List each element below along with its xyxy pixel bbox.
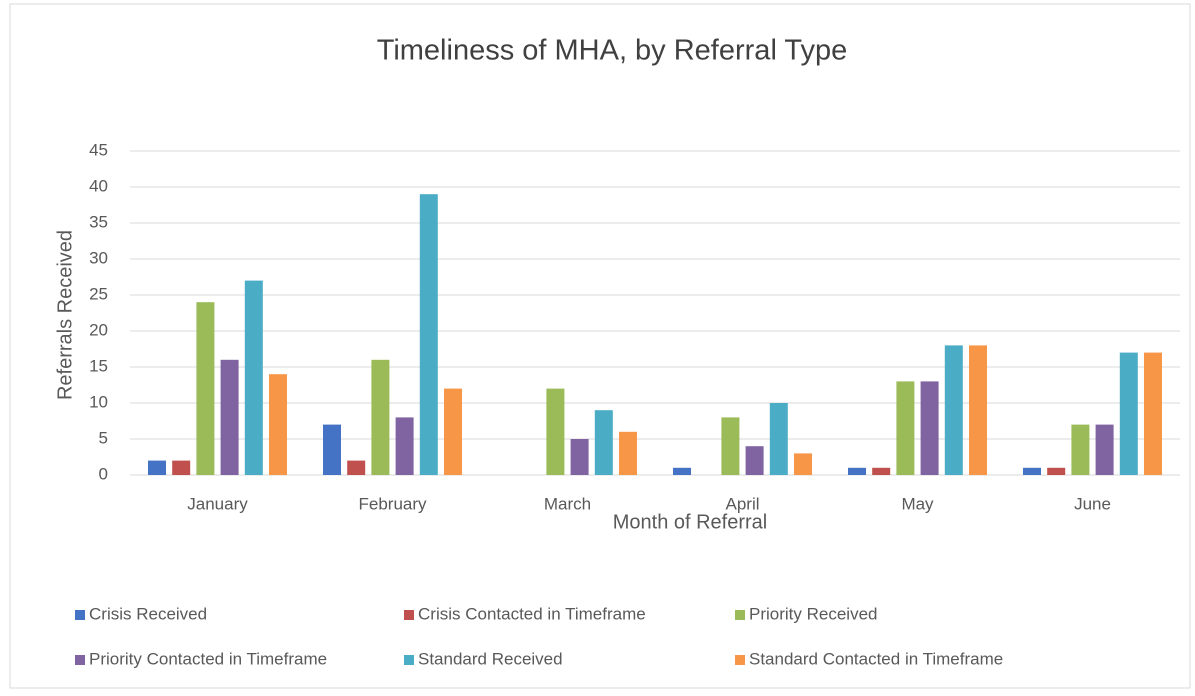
bar	[269, 374, 287, 475]
bar	[347, 460, 366, 475]
legend-swatch	[404, 610, 414, 620]
bar	[395, 417, 414, 475]
legend-label: Standard Received	[418, 649, 563, 668]
bar	[794, 453, 812, 475]
legend-label: Crisis Received	[89, 604, 207, 623]
bar	[769, 403, 788, 475]
bar	[570, 439, 589, 475]
bar	[920, 381, 939, 475]
x-tick-label: May	[901, 494, 934, 513]
x-tick-label: January	[187, 494, 248, 513]
y-tick-label: 15	[89, 356, 108, 375]
bar	[969, 345, 987, 475]
bar	[323, 424, 341, 475]
bar	[896, 381, 915, 475]
y-tick-label: 30	[89, 248, 108, 267]
bar	[1071, 424, 1090, 475]
x-tick-label: April	[725, 494, 759, 513]
y-tick-label: 40	[89, 176, 108, 195]
x-tick-label: March	[544, 494, 591, 513]
y-tick-label: 20	[89, 320, 108, 339]
bar	[244, 280, 263, 475]
bar	[1144, 352, 1162, 475]
x-axis-title: Month of Referral	[613, 511, 768, 533]
bar	[848, 467, 866, 475]
legend-swatch	[735, 610, 745, 620]
bar	[673, 467, 691, 475]
bar	[1047, 467, 1066, 475]
y-tick-label: 45	[89, 140, 108, 159]
bar	[220, 359, 239, 475]
x-tick-label: February	[358, 494, 427, 513]
bar	[1023, 467, 1041, 475]
bar	[745, 446, 764, 475]
bar	[172, 460, 191, 475]
x-tick-label: June	[1074, 494, 1111, 513]
y-tick-label: 10	[89, 392, 108, 411]
legend-swatch	[75, 610, 85, 620]
legend-swatch	[735, 655, 745, 665]
bar	[944, 345, 963, 475]
chart-frame	[9, 3, 1191, 689]
bar	[1119, 352, 1138, 475]
bar	[419, 194, 438, 475]
y-tick-label: 25	[89, 284, 108, 303]
y-axis-title: Referrals Received	[54, 230, 76, 400]
y-tick-label: 35	[89, 212, 108, 231]
legend-label: Crisis Contacted in Timeframe	[418, 604, 646, 623]
bar	[196, 302, 215, 475]
bar	[148, 460, 166, 475]
bar	[1095, 424, 1114, 475]
bar	[444, 388, 462, 475]
bar	[594, 410, 613, 475]
legend-label: Standard Contacted in Timeframe	[749, 649, 1003, 668]
legend-swatch	[75, 655, 85, 665]
bar	[371, 359, 390, 475]
chart-title: Timeliness of MHA, by Referral Type	[377, 35, 848, 67]
bar	[872, 467, 891, 475]
legend-label: Priority Contacted in Timeframe	[89, 649, 327, 668]
y-tick-label: 5	[99, 428, 108, 447]
bar	[619, 431, 637, 475]
legend-label: Priority Received	[749, 604, 878, 623]
y-tick-label: 0	[99, 464, 108, 483]
bar	[721, 417, 740, 475]
bar	[546, 388, 565, 475]
legend-swatch	[404, 655, 414, 665]
